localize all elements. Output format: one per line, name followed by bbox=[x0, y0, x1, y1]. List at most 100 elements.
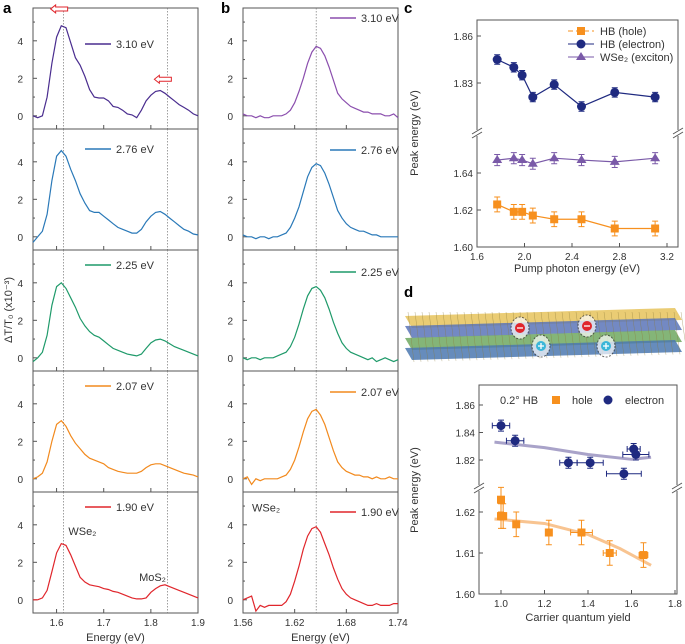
legend-label: 2.07 eV bbox=[361, 387, 400, 399]
crystal-layer bbox=[405, 318, 682, 338]
fit-curve bbox=[494, 440, 652, 461]
plot-frame bbox=[32, 7, 199, 130]
axis-break-mark bbox=[473, 486, 485, 494]
x-tick-label: 2.8 bbox=[613, 252, 627, 263]
x-tick-label: 2.4 bbox=[565, 252, 579, 263]
legend-label: 3.10 eV bbox=[116, 39, 155, 51]
axis-break-mark bbox=[671, 486, 683, 494]
data-point bbox=[605, 549, 614, 557]
x-axis-label: Energy (eV) bbox=[86, 632, 145, 644]
axis-break-mark bbox=[672, 127, 684, 135]
data-point bbox=[619, 469, 629, 479]
legend-label: 2.25 eV bbox=[116, 260, 155, 272]
lattice-bond bbox=[491, 311, 499, 360]
legend-marker bbox=[552, 396, 560, 404]
lattice-bond bbox=[631, 311, 639, 356]
lattice-bond bbox=[477, 311, 485, 361]
x-tick-label: 1.8 bbox=[144, 618, 158, 629]
lattice-bond bbox=[414, 311, 422, 362]
axis-break-mark bbox=[471, 131, 483, 139]
x-tick-label: 1.9 bbox=[191, 618, 205, 629]
annotation-wse2: WSe₂ bbox=[68, 526, 96, 538]
data-point bbox=[650, 92, 660, 102]
legend-title: 0.2° HB bbox=[500, 395, 538, 407]
data-point bbox=[585, 458, 595, 468]
y-tick-label: 4 bbox=[227, 279, 233, 290]
data-point bbox=[496, 421, 506, 431]
heterostructure-illustration bbox=[405, 308, 685, 363]
axis-break-gap bbox=[472, 130, 482, 136]
y-axis-label: ΔT/T₀ (x10⁻³) bbox=[3, 277, 15, 343]
y-tick-label: 1.83 bbox=[454, 79, 474, 90]
lattice-bond bbox=[463, 311, 471, 361]
y-tick-label: 1.82 bbox=[456, 456, 476, 467]
charge-sign-icon bbox=[538, 343, 544, 349]
x-tick-label: 2.0 bbox=[518, 252, 532, 263]
lattice-bond bbox=[659, 311, 667, 355]
spectrum-line bbox=[242, 285, 399, 363]
lattice-bond bbox=[484, 311, 492, 360]
x-tick-label: 1.6 bbox=[625, 599, 639, 610]
data-point bbox=[577, 102, 586, 112]
data-point bbox=[610, 87, 620, 97]
plot-frame bbox=[242, 491, 399, 614]
data-point bbox=[517, 155, 528, 164]
charge-sign-icon bbox=[603, 343, 609, 349]
axis-break-gap bbox=[474, 485, 484, 491]
y-tick-label: 2 bbox=[17, 74, 23, 85]
y-tick-label: 2 bbox=[227, 558, 233, 569]
spectrum-line bbox=[32, 281, 199, 363]
lattice-bond bbox=[428, 311, 436, 362]
x-tick-label: 1.74 bbox=[388, 618, 408, 629]
legend-label: HB (electron) bbox=[600, 39, 665, 51]
axis-break-gap bbox=[672, 485, 682, 491]
lattice-bond bbox=[498, 311, 506, 360]
y-tick-label: 4 bbox=[17, 158, 23, 169]
y-tick-label: 1.84 bbox=[456, 429, 476, 440]
y-tick-label: 0 bbox=[227, 112, 233, 123]
subplot-a-190 bbox=[32, 491, 199, 614]
legend-label: 2.07 eV bbox=[116, 381, 155, 393]
x-tick-label: 3.2 bbox=[660, 252, 674, 263]
lattice-bond bbox=[645, 311, 653, 356]
panel-label-d: d bbox=[404, 284, 413, 301]
y-tick-label: 2 bbox=[17, 195, 23, 206]
legend-label: electron bbox=[625, 395, 664, 407]
lattice-bond bbox=[505, 311, 513, 360]
x-tick-label: 1.7 bbox=[97, 618, 111, 629]
y-tick-label: 0 bbox=[17, 596, 23, 607]
y-tick-label: 4 bbox=[17, 400, 23, 411]
data-point bbox=[509, 207, 518, 216]
data-point bbox=[517, 70, 527, 80]
annotation-mos2: MoS₂ bbox=[139, 572, 166, 584]
legend-marker bbox=[577, 27, 585, 35]
x-axis-label: Energy (eV) bbox=[291, 632, 350, 644]
y-tick-label: 0 bbox=[227, 475, 233, 486]
data-point bbox=[610, 224, 619, 233]
lattice-bond bbox=[652, 311, 660, 356]
x-tick-label: 1.8 bbox=[668, 599, 682, 610]
lattice-bond bbox=[407, 311, 415, 363]
legend-label: 1.90 eV bbox=[361, 507, 400, 519]
spectrum-line bbox=[242, 162, 398, 240]
y-tick-label: 4 bbox=[17, 279, 23, 290]
lattice-bond bbox=[449, 311, 457, 361]
data-point bbox=[499, 512, 508, 521]
data-point bbox=[577, 215, 586, 224]
y-tick-label: 4 bbox=[17, 521, 23, 532]
y-tick-label: 1.86 bbox=[456, 401, 476, 412]
lattice-bond bbox=[561, 311, 569, 358]
y-tick-label: 2 bbox=[17, 316, 23, 327]
spectrum-line bbox=[32, 149, 199, 243]
spectrum-line bbox=[33, 542, 199, 601]
data-point bbox=[528, 92, 538, 102]
y-tick-label: 1.86 bbox=[454, 32, 474, 43]
plot-frame bbox=[242, 7, 399, 130]
data-point bbox=[563, 458, 573, 468]
data-point bbox=[492, 54, 502, 64]
data-point bbox=[509, 62, 519, 72]
legend-label: HB (hole) bbox=[600, 26, 646, 38]
y-tick-label: 4 bbox=[227, 37, 233, 48]
y-tick-label: 0 bbox=[17, 112, 23, 123]
